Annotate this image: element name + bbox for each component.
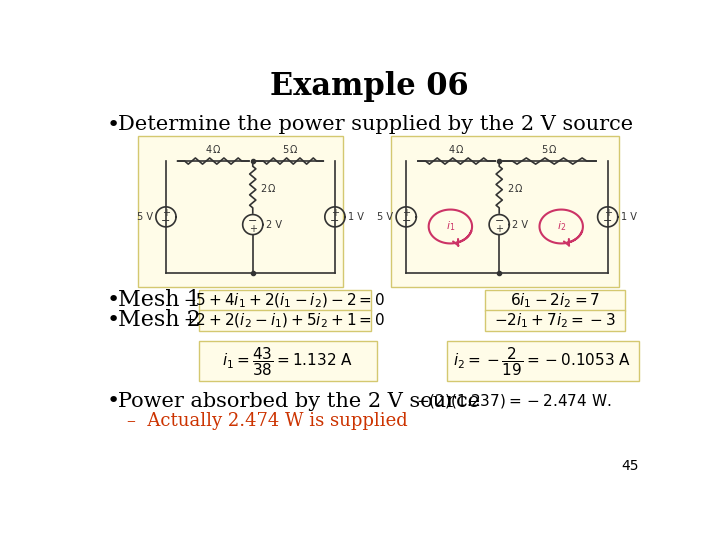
Text: •: • [107, 115, 120, 135]
Text: +: + [331, 208, 339, 218]
Text: −: − [248, 215, 258, 226]
Text: $i_1 = \dfrac{43}{38} = 1.132\ \mathrm{A}$: $i_1 = \dfrac{43}{38} = 1.132\ \mathrm{A… [222, 345, 354, 377]
Text: 45: 45 [621, 459, 639, 473]
Text: •: • [107, 392, 120, 411]
Text: Power absorbed by the 2 V source: Power absorbed by the 2 V source [118, 392, 480, 411]
Text: 2 V: 2 V [266, 220, 282, 229]
Text: Example 06: Example 06 [270, 71, 468, 102]
Text: 1 V: 1 V [621, 212, 636, 222]
FancyBboxPatch shape [446, 341, 639, 381]
Text: $i_2 = -\dfrac{2}{19} = -0.1053\ \mathrm{A}$: $i_2 = -\dfrac{2}{19} = -0.1053\ \mathrm… [454, 345, 631, 377]
Text: −: − [161, 217, 171, 226]
Text: Mesh 1: Mesh 1 [118, 289, 201, 312]
Text: −: − [330, 217, 340, 226]
Text: $+2 + 2(i_2 - i_1) + 5i_2 + 1 = 0$: $+2 + 2(i_2 - i_1) + 5i_2 + 1 = 0$ [184, 311, 386, 329]
Text: +: + [162, 208, 170, 218]
Text: $2\,\Omega$: $2\,\Omega$ [507, 182, 523, 194]
FancyBboxPatch shape [138, 137, 343, 287]
Text: +: + [248, 224, 257, 234]
Text: −: − [603, 217, 613, 226]
Text: $-2i_1 + 7i_2 = -3$: $-2i_1 + 7i_2 = -3$ [494, 311, 616, 330]
Text: 2 V: 2 V [513, 220, 528, 229]
Text: $i_2$: $i_2$ [557, 220, 566, 233]
Text: +: + [495, 224, 503, 234]
Text: •: • [107, 291, 120, 310]
Text: $5\,\Omega$: $5\,\Omega$ [282, 143, 298, 155]
FancyBboxPatch shape [391, 137, 619, 287]
Text: $i_1$: $i_1$ [446, 220, 455, 233]
Text: $4\,\Omega$: $4\,\Omega$ [448, 143, 465, 155]
Text: 5 V: 5 V [137, 212, 153, 222]
Text: −: − [402, 217, 411, 226]
FancyBboxPatch shape [199, 341, 377, 381]
Text: $5\,\Omega$: $5\,\Omega$ [541, 143, 558, 155]
FancyBboxPatch shape [199, 309, 371, 331]
Text: 1 V: 1 V [348, 212, 364, 222]
FancyBboxPatch shape [199, 289, 371, 311]
Text: 5 V: 5 V [377, 212, 393, 222]
Text: $-(2)(1.237) = -2.474$ W.: $-(2)(1.237) = -2.474$ W. [415, 392, 611, 410]
Text: $2\,\Omega$: $2\,\Omega$ [261, 182, 277, 194]
Text: –  Actually 2.474 W is supplied: – Actually 2.474 W is supplied [127, 411, 408, 429]
FancyBboxPatch shape [485, 289, 625, 311]
Text: +: + [603, 208, 612, 218]
Text: $6i_1 - 2i_2 = 7$: $6i_1 - 2i_2 = 7$ [510, 291, 600, 310]
Text: Mesh 2: Mesh 2 [118, 309, 201, 332]
Text: $4\,\Omega$: $4\,\Omega$ [205, 143, 222, 155]
Text: +: + [402, 208, 410, 218]
Text: −: − [495, 215, 504, 226]
FancyBboxPatch shape [485, 309, 625, 331]
Text: $-5 + 4i_1 + 2(i_1 - i_2) - 2 = 0$: $-5 + 4i_1 + 2(i_1 - i_2) - 2 = 0$ [184, 291, 386, 309]
Text: •: • [107, 310, 120, 330]
Text: Determine the power supplied by the 2 V source: Determine the power supplied by the 2 V … [118, 116, 633, 134]
